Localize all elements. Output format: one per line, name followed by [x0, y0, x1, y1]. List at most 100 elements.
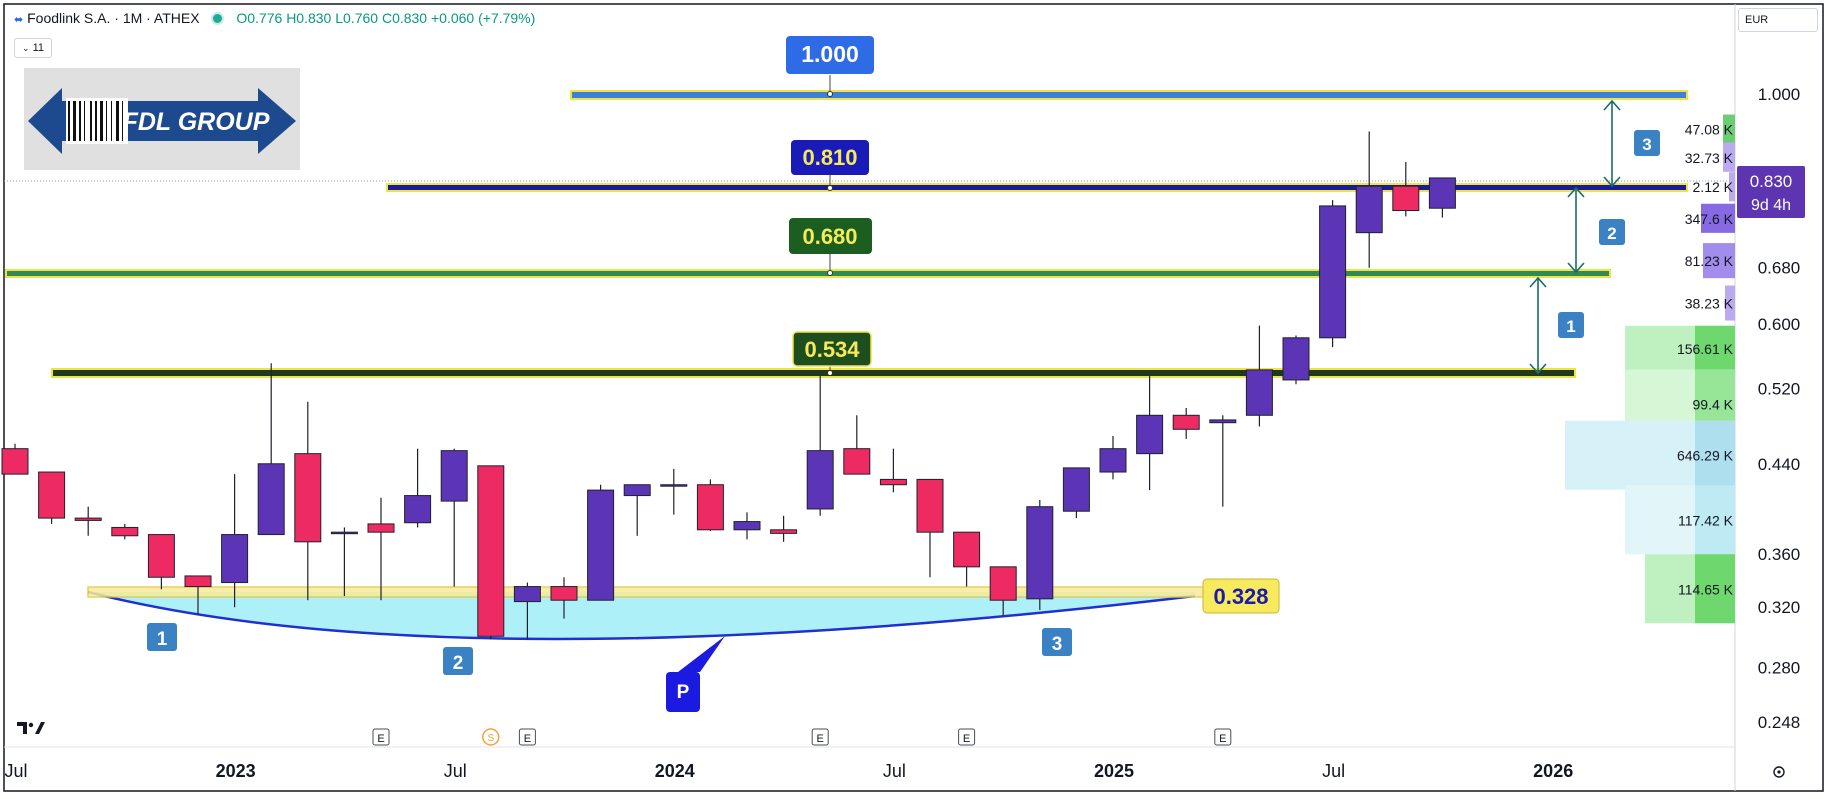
vp-label: 38.23 K [1685, 296, 1734, 312]
candle-2023-12 [623, 484, 651, 536]
svg-text:0.810: 0.810 [802, 145, 857, 170]
candle-body [1209, 419, 1237, 424]
svg-text:P: P [677, 682, 690, 703]
level-label-0810[interactable]: 0.810 [791, 140, 869, 191]
price-axis[interactable]: 1.000 0.680 0.600 0.520 0.440 0.360 0.320 0.280… [1758, 85, 1801, 732]
vp-bar-inner [1725, 285, 1735, 321]
candle-2023-11 [587, 484, 615, 601]
candle-body [1319, 205, 1347, 339]
time-axis[interactable]: Jul 2023 Jul 2024 Jul 2025 Jul 2026 [4, 761, 1573, 781]
candle-2022-07 [1, 443, 29, 475]
wave-label-2[interactable]: 2 [443, 647, 473, 675]
candle-2022-10 [111, 523, 139, 540]
level-line-1000[interactable] [570, 90, 1688, 100]
indicators-toggle[interactable]: ⌄ 11 [14, 38, 52, 58]
svg-text:E: E [817, 733, 824, 745]
vp-bar-inner [1723, 142, 1735, 172]
target-label-1[interactable]: 1 [1558, 312, 1584, 338]
level-label-1000[interactable]: 1.000 [786, 36, 874, 97]
svg-text:2: 2 [453, 653, 464, 674]
svg-text:S: S [487, 733, 494, 744]
time-axis-label: Jul [1322, 761, 1345, 781]
candle-2024-12 [1062, 467, 1090, 519]
earnings-marker[interactable]: E [372, 728, 390, 746]
volume-profile-row: 114.65 K [1645, 554, 1735, 624]
candle-body [294, 453, 322, 543]
candle-2025-03 [1172, 407, 1200, 439]
candle-2024-09 [953, 531, 981, 587]
price-axis-label: 0.680 [1758, 259, 1801, 278]
svg-text:0.534: 0.534 [804, 337, 860, 362]
candle-body [330, 531, 358, 535]
candle-2024-01 [660, 468, 688, 515]
level-label-0328[interactable]: 0.328 [1202, 578, 1280, 614]
split-marker[interactable]: S [482, 728, 500, 746]
target-arrow-2[interactable] [1567, 186, 1585, 274]
candle-body [1, 448, 29, 475]
target-label-2[interactable]: 2 [1599, 219, 1625, 245]
logo-text: FDL GROUP [123, 108, 270, 136]
candle-2024-05 [806, 375, 834, 516]
candle-body [1355, 185, 1383, 234]
level-lines [5, 90, 1688, 598]
candle-body [1245, 369, 1273, 416]
event-markers: E E E E ES [372, 728, 1232, 746]
level-label-0534[interactable]: 0.534 [792, 331, 872, 376]
candle-body [1136, 414, 1164, 455]
vp-bar-inner [1695, 325, 1735, 371]
target-label-3[interactable]: 3 [1634, 130, 1660, 156]
candle-2025-02 [1136, 375, 1164, 491]
price-axis-label: 0.320 [1758, 598, 1801, 617]
volume-profile-row: 32.73 K [1685, 142, 1735, 172]
price-axis-label: 0.520 [1758, 380, 1801, 399]
candle-body [111, 526, 139, 537]
candle-body [660, 484, 688, 487]
candle-body [879, 478, 907, 486]
indicator-count: 11 [32, 42, 44, 54]
svg-text:0.328: 0.328 [1213, 584, 1268, 609]
earnings-marker[interactable]: E [1214, 728, 1232, 746]
earnings-marker[interactable]: E [958, 728, 976, 746]
currency-select[interactable]: EUR [1738, 8, 1818, 32]
candle-2023-06 [404, 448, 432, 528]
svg-text:0.680: 0.680 [802, 224, 857, 249]
candle-body [404, 495, 432, 524]
time-axis-label: 2024 [655, 761, 695, 781]
candle-body [477, 465, 505, 637]
candle-body [221, 534, 249, 584]
candle-body [38, 471, 66, 519]
earnings-marker[interactable]: E [518, 728, 536, 746]
price-axis-label: 0.248 [1758, 713, 1801, 732]
candle-2025-04 [1209, 415, 1237, 507]
earnings-marker[interactable]: E [811, 728, 829, 746]
wave-label-3[interactable]: 3 [1042, 628, 1072, 656]
level-line-0680[interactable] [5, 269, 1611, 278]
target-arrow-1[interactable] [1529, 276, 1547, 375]
candle-2023-04 [330, 527, 358, 597]
candle-body [953, 531, 981, 568]
svg-text:E: E [377, 733, 384, 745]
vp-label: 47.08 K [1685, 122, 1734, 138]
candle-2023-08 [477, 465, 505, 640]
candle-body [257, 463, 285, 536]
vp-bar-inner [1695, 554, 1735, 624]
svg-text:1: 1 [1566, 317, 1575, 336]
time-axis-label: 2026 [1533, 761, 1573, 781]
currency-label: EUR [1745, 14, 1769, 26]
wave-label-1[interactable]: 1 [147, 623, 177, 651]
target-arrow-3[interactable] [1603, 99, 1621, 188]
level-line-0810[interactable] [386, 183, 1688, 192]
time-axis-label: 2025 [1094, 761, 1134, 781]
price-axis-label: 0.600 [1758, 315, 1801, 334]
level-label-0680[interactable]: 0.680 [789, 218, 872, 276]
volume-profile-row: 646.29 K [1565, 420, 1735, 490]
candle-2025-01 [1099, 435, 1127, 480]
candle-2025-07 [1319, 200, 1347, 348]
vp-label: 646.29 K [1677, 448, 1734, 464]
symbol-title[interactable]: Foodlink S.A. · 1M · ATHEX [27, 10, 200, 26]
pivot-callout-p[interactable]: P [666, 636, 725, 712]
settings-gear-icon[interactable] [1773, 766, 1785, 778]
candle-body [1099, 448, 1127, 473]
level-line-0534[interactable] [51, 368, 1576, 378]
